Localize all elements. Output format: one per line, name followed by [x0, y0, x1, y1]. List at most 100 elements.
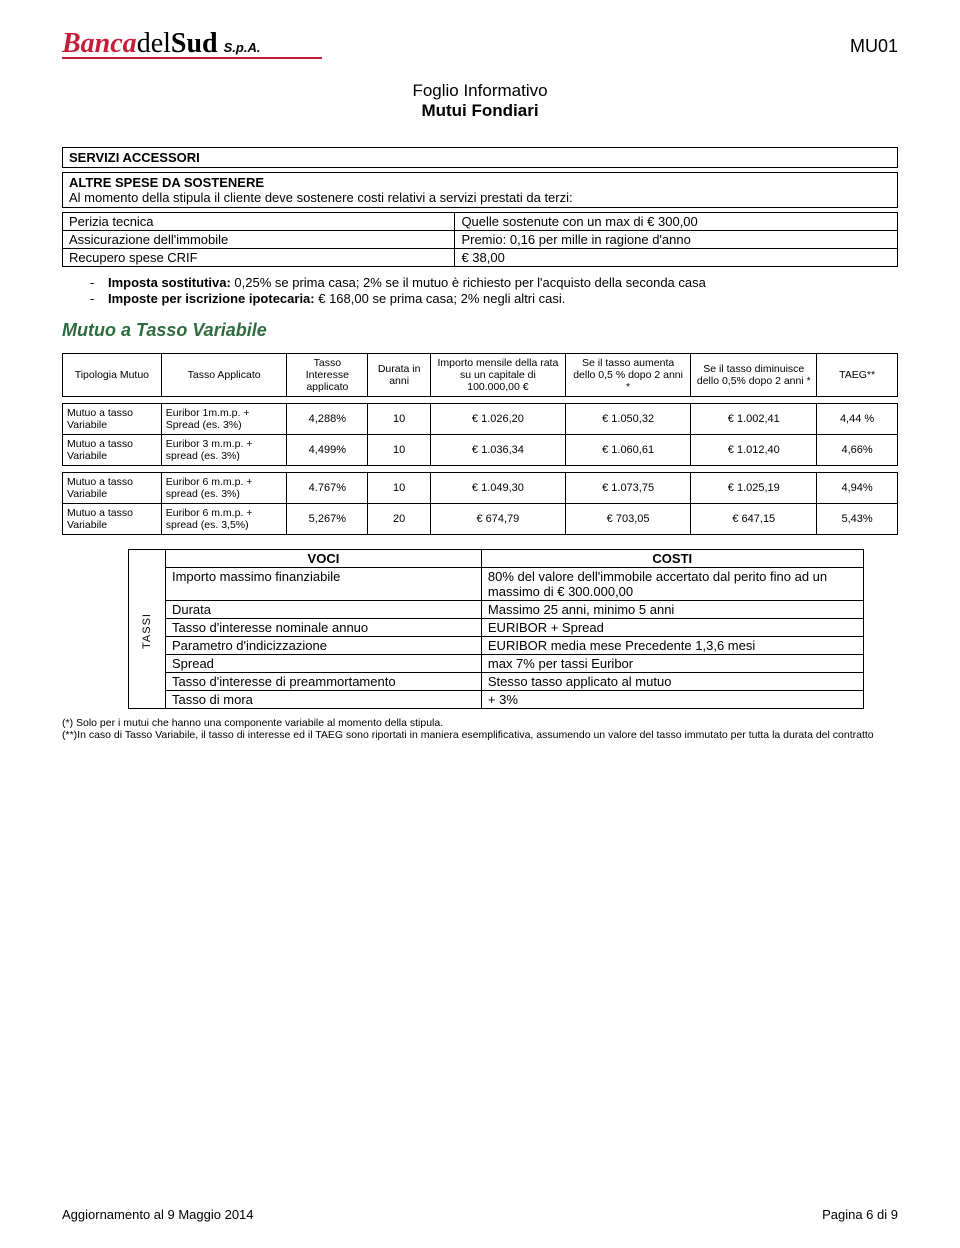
- table-row: Mutuo a tasso Variabile Euribor 6 m.m.p.…: [63, 504, 898, 535]
- table-row: Parametro d'indicizzazioneEURIBOR media …: [129, 637, 864, 655]
- voci-costi-table: TASSI VOCI COSTI Importo massimo finanzi…: [128, 549, 864, 709]
- cell: Mutuo a tasso Variabile: [63, 473, 162, 504]
- th-costi: COSTI: [481, 550, 863, 568]
- cell: € 1.012,40: [691, 435, 817, 466]
- kv-key: Assicurazione dell'immobile: [63, 231, 455, 249]
- rates-table: Tipologia Mutuo Tasso Applicato Tasso In…: [62, 353, 898, 535]
- cell: Euribor 1m.m.p. + Spread (es. 3%): [161, 404, 287, 435]
- document-code: MU01: [850, 36, 898, 57]
- th-tasso-interesse: Tasso Interesse applicato: [287, 354, 368, 397]
- table-row: Importo massimo finanziabile80% del valo…: [129, 568, 864, 601]
- voci-val: EURIBOR media mese Precedente 1,3,6 mesi: [481, 637, 863, 655]
- table-row: Tasso di mora+ 3%: [129, 691, 864, 709]
- cell: € 1.073,75: [565, 473, 691, 504]
- th-tipologia: Tipologia Mutuo: [63, 354, 162, 397]
- table-row: Mutuo a tasso Variabile Euribor 6 m.m.p.…: [63, 473, 898, 504]
- tassi-label-cell: TASSI: [129, 550, 166, 709]
- table-row: Tasso d'interesse di preammortamentoStes…: [129, 673, 864, 691]
- cell: 4,288%: [287, 404, 368, 435]
- voci-key: Spread: [165, 655, 481, 673]
- voci-key: Durata: [165, 601, 481, 619]
- voci-val: Stesso tasso applicato al mutuo: [481, 673, 863, 691]
- bullet-label: Imposta sostitutiva:: [108, 275, 231, 290]
- bullet-text: 0,25% se prima casa; 2% se il mutuo è ri…: [231, 275, 706, 290]
- logo-part-sud: Sud: [171, 28, 218, 60]
- voci-key: Tasso d'interesse nominale annuo: [165, 619, 481, 637]
- cell: 20: [368, 504, 431, 535]
- list-item: Imposta sostitutiva: 0,25% se prima casa…: [80, 275, 898, 290]
- cell: 4,66%: [817, 435, 898, 466]
- table-header-row: TASSI VOCI COSTI: [129, 550, 864, 568]
- list-item: Imposte per iscrizione ipotecaria: € 168…: [80, 291, 898, 306]
- kv-table: Perizia tecnicaQuelle sostenute con un m…: [62, 212, 898, 267]
- cell: 4,94%: [817, 473, 898, 504]
- other-expenses-box: ALTRE SPESE DA SOSTENERE Al momento dell…: [62, 172, 898, 208]
- cell: 4,44 %: [817, 404, 898, 435]
- bullet-label: Imposte per iscrizione ipotecaria:: [108, 291, 315, 306]
- table-header-row: Tipologia Mutuo Tasso Applicato Tasso In…: [63, 354, 898, 397]
- kv-val: Quelle sostenute con un max di € 300,00: [455, 213, 898, 231]
- gap-row: [63, 466, 898, 473]
- logo-block: Banca del Sud S.p.A.: [62, 28, 322, 63]
- th-taeg: TAEG**: [817, 354, 898, 397]
- voci-val: + 3%: [481, 691, 863, 709]
- voci-val: max 7% per tassi Euribor: [481, 655, 863, 673]
- logo-part-banca: Banca: [62, 28, 137, 60]
- header-row: Banca del Sud S.p.A. MU01: [62, 28, 898, 63]
- cell: € 674,79: [431, 504, 566, 535]
- cell: Mutuo a tasso Variabile: [63, 504, 162, 535]
- cell: € 1.026,20: [431, 404, 566, 435]
- tassi-label: TASSI: [141, 613, 153, 649]
- th-diminuisce: Se il tasso diminuisce dello 0,5% dopo 2…: [691, 354, 817, 397]
- document-subtitle: Mutui Fondiari: [62, 101, 898, 121]
- th-durata: Durata in anni: [368, 354, 431, 397]
- footnote-1: (*) Solo per i mutui che hanno una compo…: [62, 717, 898, 729]
- cell: 10: [368, 435, 431, 466]
- cell: 10: [368, 404, 431, 435]
- section-services-header: SERVIZI ACCESSORI: [62, 147, 898, 168]
- voci-key: Parametro d'indicizzazione: [165, 637, 481, 655]
- cell: € 1.060,61: [565, 435, 691, 466]
- th-importo: Importo mensile della rata su un capital…: [431, 354, 566, 397]
- voci-key: Tasso di mora: [165, 691, 481, 709]
- voci-key: Importo massimo finanziabile: [165, 568, 481, 601]
- page-footer: Aggiornamento al 9 Maggio 2014 Pagina 6 …: [62, 1207, 898, 1222]
- th-tasso-applicato: Tasso Applicato: [161, 354, 287, 397]
- logo-part-del: del: [137, 28, 171, 60]
- cell: 4,499%: [287, 435, 368, 466]
- logo: Banca del Sud S.p.A.: [62, 28, 322, 60]
- cell: € 1.036,34: [431, 435, 566, 466]
- cell: € 703,05: [565, 504, 691, 535]
- cell: 4.767%: [287, 473, 368, 504]
- cell: Mutuo a tasso Variabile: [63, 404, 162, 435]
- table-row: Recupero spese CRIF€ 38,00: [63, 249, 898, 267]
- th-voci: VOCI: [165, 550, 481, 568]
- kv-key: Perizia tecnica: [63, 213, 455, 231]
- cell: 5,267%: [287, 504, 368, 535]
- cell: 10: [368, 473, 431, 504]
- gap-row: [63, 397, 898, 404]
- cell: Euribor 3 m.m.p. + spread (es. 3%): [161, 435, 287, 466]
- footer-page-number: Pagina 6 di 9: [822, 1207, 898, 1222]
- table-row: Tasso d'interesse nominale annuoEURIBOR …: [129, 619, 864, 637]
- other-expenses-intro: Al momento della stipula il cliente deve…: [69, 190, 891, 205]
- section-variable-rate: Mutuo a Tasso Variabile: [62, 320, 898, 341]
- table-row: Assicurazione dell'immobilePremio: 0,16 …: [63, 231, 898, 249]
- bullet-text: € 168,00 se prima casa; 2% negli altri c…: [315, 291, 566, 306]
- logo-spa: S.p.A.: [224, 40, 261, 55]
- table-row: Mutuo a tasso Variabile Euribor 1m.m.p. …: [63, 404, 898, 435]
- th-aumenta: Se il tasso aumenta dello 0,5 % dopo 2 a…: [565, 354, 691, 397]
- footnote-2: (**)In caso di Tasso Variabile, il tasso…: [62, 729, 898, 741]
- table-row: Spreadmax 7% per tassi Euribor: [129, 655, 864, 673]
- document-title: Foglio Informativo: [62, 81, 898, 101]
- cell: € 1.049,30: [431, 473, 566, 504]
- voci-val: 80% del valore dell'immobile accertato d…: [481, 568, 863, 601]
- voci-key: Tasso d'interesse di preammortamento: [165, 673, 481, 691]
- kv-val: Premio: 0,16 per mille in ragione d'anno: [455, 231, 898, 249]
- cell: 5,43%: [817, 504, 898, 535]
- voci-val: Massimo 25 anni, minimo 5 anni: [481, 601, 863, 619]
- cell: Mutuo a tasso Variabile: [63, 435, 162, 466]
- cell: € 1.050,32: [565, 404, 691, 435]
- cell: € 1.025,19: [691, 473, 817, 504]
- table-row: Mutuo a tasso Variabile Euribor 3 m.m.p.…: [63, 435, 898, 466]
